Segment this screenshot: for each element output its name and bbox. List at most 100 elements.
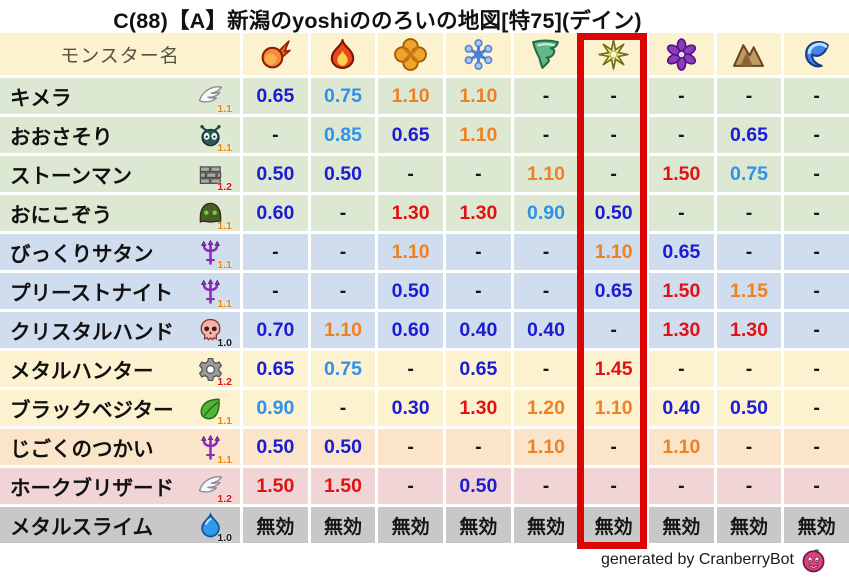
value-cell: - [784, 312, 849, 348]
value-cell: 1.10 [310, 312, 376, 348]
gear-icon: 1.2 [197, 356, 232, 387]
value-cell: - [784, 156, 849, 192]
value-cell: 無効 [648, 507, 714, 543]
value-cell: 1.45 [581, 351, 646, 387]
rank-badge: 1.1 [217, 103, 232, 115]
credit-line: generated by CranberryBot [0, 543, 849, 577]
value-cell: 0.65 [243, 78, 308, 114]
value-cell: - [513, 273, 579, 309]
wave-icon [784, 33, 849, 75]
tornado-icon [513, 33, 579, 75]
rank-badge: 1.2 [217, 493, 232, 505]
value-cell: - [310, 234, 376, 270]
value-cell: 0.65 [648, 234, 714, 270]
value-cell: 0.65 [243, 351, 308, 387]
value-cell: 0.40 [648, 390, 714, 426]
trident-icon: 1.1 [197, 278, 232, 309]
value-cell: 1.10 [648, 429, 714, 465]
value-cell: 1.30 [445, 390, 511, 426]
value-cell: - [716, 234, 782, 270]
trident-icon: 1.1 [197, 434, 232, 465]
value-cell: 0.50 [243, 429, 308, 465]
explosion-icon [378, 33, 443, 75]
rank-badge: 1.1 [217, 142, 232, 154]
value-cell: 無効 [378, 507, 443, 543]
rank-badge: 1.1 [217, 220, 232, 232]
value-cell: - [716, 429, 782, 465]
rank-badge: 1.0 [217, 337, 232, 349]
monster-name: びっくりサタン [10, 243, 154, 266]
value-cell: 0.70 [243, 312, 308, 348]
value-cell: - [445, 156, 511, 192]
shine-star-icon [581, 33, 646, 75]
value-cell: - [378, 468, 443, 504]
value-cell: - [784, 429, 849, 465]
monster-name: じごくのつかい [10, 438, 154, 461]
page-title: C(88)【A】新潟のyoshiののろいの地図[特75](デイン) [113, 9, 642, 33]
value-cell: 無効 [243, 507, 308, 543]
value-cell: 0.60 [243, 195, 308, 231]
monster-name-header: モンスター名 [0, 33, 240, 75]
value-cell: - [243, 273, 308, 309]
value-cell: 0.65 [716, 117, 782, 153]
value-cell: 無効 [445, 507, 511, 543]
monster-name-cell: クリスタルハンド 1.0 [0, 312, 240, 348]
value-cell: - [378, 351, 443, 387]
value-cell: 1.30 [648, 312, 714, 348]
hood-icon: 1.1 [197, 200, 232, 231]
value-cell: - [784, 234, 849, 270]
value-cell: 0.60 [378, 312, 443, 348]
cranberry-icon [800, 547, 827, 574]
value-cell: 1.10 [513, 156, 579, 192]
value-cell: 0.65 [378, 117, 443, 153]
monster-name: ストーンマン [10, 165, 132, 188]
value-cell: - [445, 429, 511, 465]
bug-icon: 1.1 [197, 122, 232, 153]
monster-name: メタルハンター [10, 360, 154, 383]
value-cell: - [784, 390, 849, 426]
value-cell: 0.65 [581, 273, 646, 309]
value-cell: - [784, 195, 849, 231]
value-cell: 1.30 [716, 312, 782, 348]
leaf-icon: 1.1 [197, 395, 232, 426]
value-cell: - [581, 156, 646, 192]
value-cell: 無効 [581, 507, 646, 543]
value-cell: 無効 [513, 507, 579, 543]
value-cell: 1.30 [378, 195, 443, 231]
monster-name-cell: じごくのつかい 1.1 [0, 429, 240, 465]
value-cell: - [378, 156, 443, 192]
value-cell: 0.65 [445, 351, 511, 387]
value-cell: 1.10 [378, 234, 443, 270]
value-cell: 1.10 [581, 234, 646, 270]
value-cell: 1.10 [581, 390, 646, 426]
monster-name-cell: メタルスライム 1.0 [0, 507, 240, 543]
rank-badge: 1.2 [217, 376, 232, 388]
value-cell: 0.75 [310, 351, 376, 387]
value-cell: - [784, 78, 849, 114]
monster-name-cell: おにこぞう 1.1 [0, 195, 240, 231]
rank-badge: 1.1 [217, 298, 232, 310]
rank-badge: 1.0 [217, 532, 232, 544]
value-cell: - [378, 429, 443, 465]
value-cell: 無効 [716, 507, 782, 543]
value-cell: 0.50 [445, 468, 511, 504]
skull-icon: 1.0 [197, 317, 232, 348]
value-cell: - [581, 468, 646, 504]
monster-name: おおさそり [10, 126, 113, 149]
monster-name-cell: ストーンマン 1.2 [0, 156, 240, 192]
value-cell: - [716, 468, 782, 504]
monster-name: クリスタルハンド [10, 321, 174, 344]
value-cell: - [648, 468, 714, 504]
value-cell: - [648, 195, 714, 231]
mountain-icon [716, 33, 782, 75]
value-cell: - [513, 468, 579, 504]
value-cell: - [716, 78, 782, 114]
monster-name: ブラックベジター [10, 399, 174, 422]
value-cell: - [784, 468, 849, 504]
value-cell: 1.30 [445, 195, 511, 231]
value-cell: 0.50 [243, 156, 308, 192]
value-cell: 0.50 [581, 195, 646, 231]
slime-icon: 1.0 [197, 511, 232, 543]
value-cell: - [513, 351, 579, 387]
value-cell: - [581, 429, 646, 465]
